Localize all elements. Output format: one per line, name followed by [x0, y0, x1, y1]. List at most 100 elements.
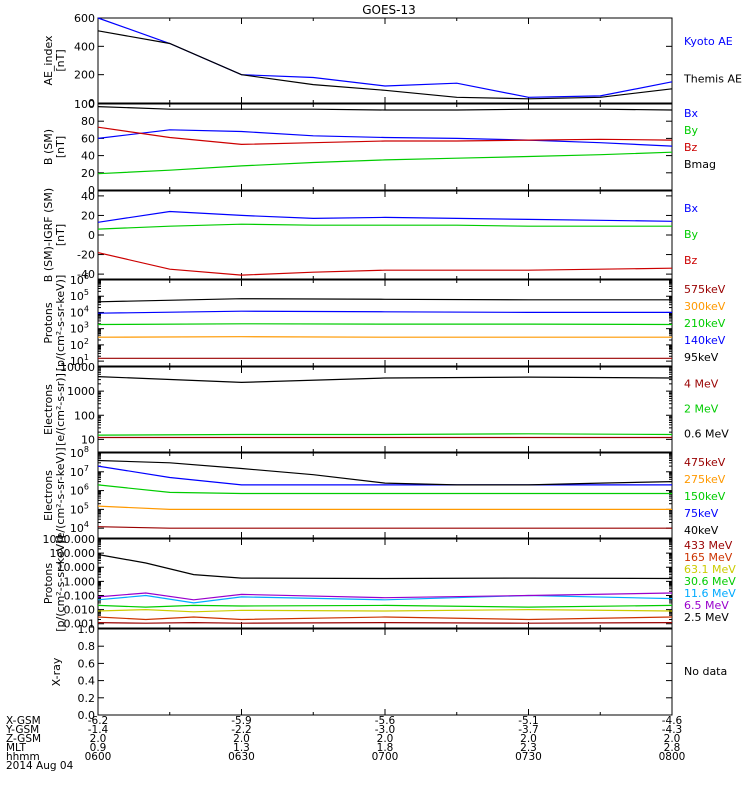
y-tick-label: 0.6 [78, 657, 96, 670]
footer-value: 2.0 [520, 733, 537, 745]
y-axis-label: B (SM) [42, 129, 55, 165]
series-bx [97, 210, 673, 223]
footer-row-label: Z-GSM [6, 733, 41, 745]
panel-bigrf: -40 -20 0 20 40 B (SM)-IGRF (SM) [nT] Bx By Bz [42, 188, 699, 282]
y-tick-base: 10.000 [57, 561, 96, 574]
footer-value: 1.8 [377, 742, 394, 754]
series-165-mev [97, 616, 673, 621]
y-axis-label: Electrons [42, 470, 55, 521]
y-tick-exponent: 4 [84, 304, 89, 313]
panel-frame [97, 538, 673, 629]
legend-entry: 575keV [684, 283, 726, 296]
y-tick-label: 1.0 [78, 623, 96, 636]
footer-value: 0800 [659, 751, 686, 763]
panel-frame [97, 190, 673, 280]
series-2-mev [97, 433, 673, 436]
y-tick-label: 20 [81, 167, 95, 180]
footer-date: 2014 Aug 04 [6, 760, 74, 772]
y-tick-label: 102 [70, 337, 89, 352]
legend-entry: 6.5 MeV [684, 599, 729, 612]
y-tick-label: 101 [70, 353, 89, 368]
y-tick-label: 0.001 [64, 618, 96, 631]
footer-value: 0730 [515, 751, 542, 763]
legend-entry: By [684, 228, 699, 241]
series-30-6-mev [97, 604, 673, 608]
y-tick-base: 10 [70, 323, 84, 336]
footer-value: 0700 [372, 751, 399, 763]
y-tick-label: 105 [70, 288, 89, 303]
y-tick-exponent: 6 [84, 483, 89, 492]
legend-entry: 75keV [684, 507, 719, 520]
series-0-6-mev [97, 376, 673, 384]
series-bx [97, 129, 673, 147]
y-tick-label: 0 [88, 184, 95, 197]
legend-entry: 433 MeV [684, 539, 733, 552]
y-tick-label: 10000 [60, 361, 95, 374]
y-tick-base: 0.010 [64, 604, 96, 617]
y-tick-exponent: 5 [84, 288, 89, 297]
y-tick-label: 0 [88, 229, 95, 242]
footer-row-label: MLT [6, 742, 26, 754]
legend-entry: 63.1 MeV [684, 563, 736, 576]
y-tick-label: 600 [74, 12, 95, 25]
panel-ae: 0 200 400 600 AE_index [nT] Kyoto AE Themis AE [42, 12, 742, 110]
y-tick-label: 40 [81, 190, 95, 203]
y-axis-label: [nT] [54, 224, 67, 246]
y-tick-exponent: 3 [84, 321, 89, 330]
footer-value: 2.0 [664, 733, 681, 745]
y-tick-label: 0.2 [78, 692, 96, 705]
y-tick-label: 10 [81, 433, 95, 446]
series-by [97, 151, 673, 175]
legend-entry: 275keV [684, 473, 726, 486]
y-axis-label: Protons [42, 302, 55, 343]
footer-value: -6.2 [88, 715, 109, 727]
y-axis-label: X-ray [50, 657, 63, 686]
y-tick-label: 40 [81, 150, 95, 163]
panel-electrons1: 10 100 1000 10000 Electrons [e/(cm²-s-sr)] 4 M… [42, 361, 729, 453]
footer-value: 2.0 [233, 733, 250, 745]
legend-entry: Bz [684, 254, 698, 267]
y-tick-label: 100 [74, 409, 95, 422]
y-tick-base: 10 [81, 433, 95, 446]
series-475kev [97, 526, 672, 529]
y-tick-label: 100 [74, 98, 95, 111]
footer-value: 2.0 [90, 733, 107, 745]
y-tick-label: 1000 [67, 385, 95, 398]
y-axis-label: Protons [42, 563, 55, 604]
y-tick-label: 105 [70, 501, 89, 516]
footer-value: 0630 [228, 751, 255, 763]
y-axis-label: [e/(cm²-s-sr)] [54, 373, 67, 446]
footer-value: 2.8 [664, 742, 681, 754]
y-tick-exponent: 1 [84, 353, 89, 362]
legend-entry: By [684, 124, 699, 137]
legend-entry: Themis AE [683, 72, 742, 85]
footer-value: 1.3 [233, 742, 250, 754]
series-95kev [97, 298, 672, 303]
legend-entry: 11.6 MeV [684, 587, 736, 600]
legend-entry: Kyoto AE [684, 35, 733, 48]
footer-row-label: X-GSM [6, 715, 41, 727]
y-tick-exponent: 6 [84, 272, 89, 281]
legend-entry: 0.6 MeV [684, 428, 729, 441]
footer-value: -5.1 [518, 715, 539, 727]
y-tick-exponent: 7 [84, 464, 89, 473]
y-tick-base: 10 [70, 447, 84, 460]
legend-entry: Bz [684, 141, 698, 154]
y-axis-label: B (SM)-IGRF (SM) [42, 188, 55, 282]
series-bz [97, 252, 673, 276]
series-275kev [97, 505, 672, 510]
series-210kev [97, 323, 673, 326]
footer-value: -4.3 [662, 724, 683, 736]
footer-value: -5.9 [231, 715, 252, 727]
y-tick-label: 108 [70, 445, 89, 460]
legend-entry: 210keV [684, 317, 726, 330]
footer-value: -3.0 [375, 724, 396, 736]
y-tick-label: 103 [70, 321, 89, 336]
footer-value: 2.3 [520, 742, 537, 754]
y-tick-label: -40 [77, 268, 95, 281]
